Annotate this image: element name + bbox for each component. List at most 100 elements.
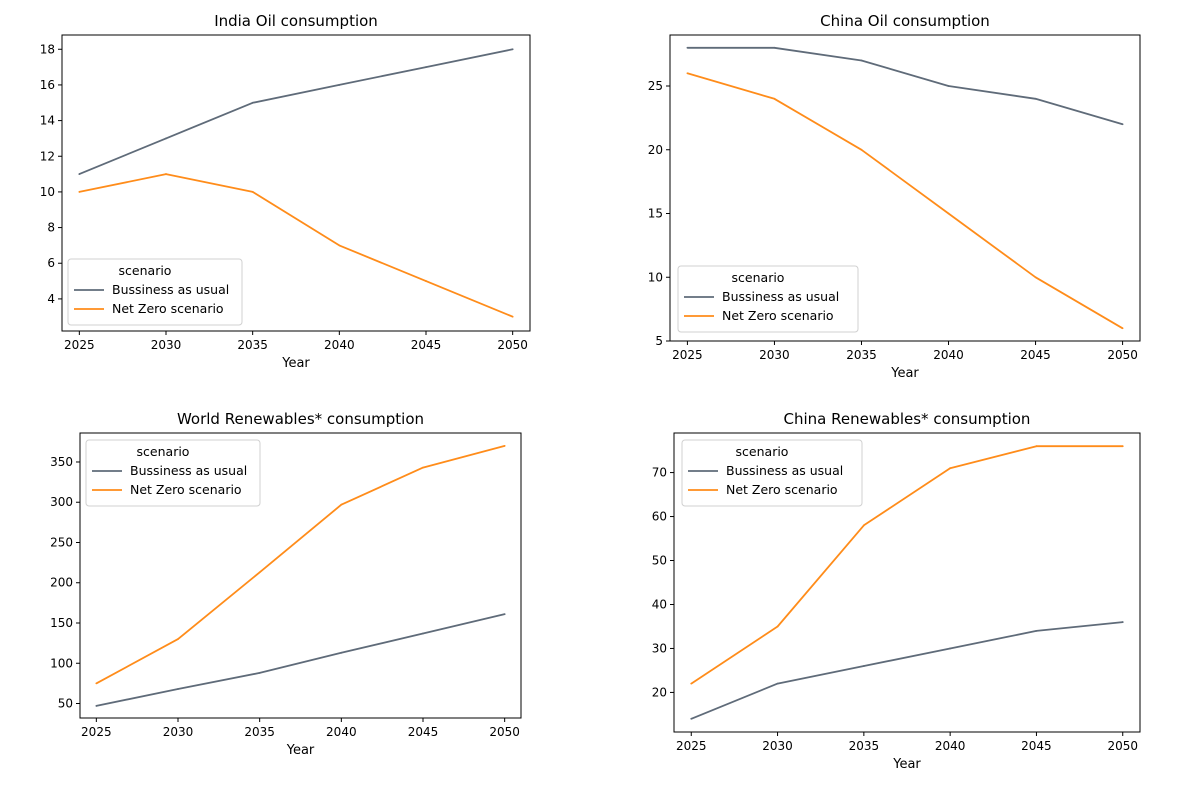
- data-point: [425, 66, 427, 68]
- y-tick-label: 250: [50, 535, 73, 549]
- x-axis-label: Year: [892, 757, 921, 772]
- data-point: [686, 46, 689, 49]
- legend-box: [677, 265, 859, 333]
- legend-title: scenario: [736, 444, 789, 459]
- data-point: [1121, 123, 1124, 126]
- y-tick-label: 50: [58, 697, 73, 711]
- series-line-1: [79, 173, 514, 318]
- data-point: [1034, 97, 1037, 100]
- data-point: [773, 97, 776, 100]
- series-line-1: [687, 72, 1124, 330]
- y-tick-label: 16: [40, 78, 55, 92]
- data-point: [776, 682, 779, 685]
- x-tick-label: 2050: [1107, 739, 1138, 753]
- y-tick-label: 100: [50, 656, 73, 670]
- y-tick-label: 150: [50, 616, 73, 630]
- y-tick-label: 10: [648, 270, 663, 284]
- data-point: [511, 48, 514, 51]
- x-tick-label: 2030: [762, 739, 793, 753]
- y-tick-label: 30: [652, 641, 667, 655]
- series-line-0: [690, 621, 1123, 720]
- data-point: [422, 466, 424, 469]
- y-tick-label: 25: [648, 79, 663, 93]
- plot-frame: [673, 432, 1141, 733]
- data-point: [862, 665, 865, 667]
- x-tick-label: 2045: [1021, 739, 1052, 753]
- y-tick-label: 60: [652, 510, 667, 524]
- legend-entry: Net Zero scenario: [726, 482, 838, 497]
- data-point: [422, 632, 424, 635]
- data-point: [947, 85, 950, 87]
- x-tick-label: 2030: [163, 725, 194, 739]
- y-tick-label: 4: [47, 292, 55, 306]
- plot-frame: [61, 34, 531, 332]
- y-tick-label: 20: [648, 143, 663, 157]
- data-point: [690, 682, 693, 685]
- chart-title: China Renewables* consumption: [784, 410, 1031, 428]
- data-point: [949, 467, 952, 470]
- data-point: [78, 173, 81, 175]
- x-tick-label: 2040: [935, 739, 966, 753]
- data-point: [177, 638, 179, 641]
- y-tick-label: 5: [655, 334, 663, 348]
- chart-title: China Oil consumption: [820, 12, 990, 30]
- legend-box: [67, 258, 243, 326]
- legend-title: scenario: [137, 444, 190, 459]
- data-point: [1034, 276, 1037, 279]
- chart-title: India Oil consumption: [214, 12, 378, 30]
- plot-frame: [79, 432, 522, 719]
- series-line-1: [690, 445, 1123, 685]
- plot-frame: [669, 34, 1141, 342]
- x-tick-label: 2050: [1107, 348, 1138, 362]
- data-point: [690, 717, 693, 720]
- y-tick-label: 14: [40, 114, 55, 128]
- data-point: [1035, 629, 1038, 632]
- x-tick-label: 2040: [933, 348, 964, 362]
- x-tick-label: 2050: [489, 725, 520, 739]
- data-point: [1121, 621, 1124, 623]
- data-point: [1035, 445, 1038, 448]
- data-point: [947, 212, 950, 215]
- data-point: [251, 101, 254, 104]
- data-point: [340, 651, 343, 654]
- x-tick-label: 2035: [849, 739, 880, 753]
- data-point: [1121, 445, 1124, 448]
- data-point: [503, 613, 506, 616]
- data-point: [773, 46, 776, 49]
- x-tick-label: 2025: [81, 725, 112, 739]
- data-point: [258, 571, 261, 574]
- legend-entry: Bussiness as usual: [130, 463, 247, 478]
- data-point: [165, 173, 167, 175]
- y-tick-label: 200: [50, 576, 73, 590]
- legend-entry: Bussiness as usual: [722, 289, 839, 304]
- x-tick-label: 2025: [676, 739, 707, 753]
- x-tick-label: 2045: [411, 338, 442, 352]
- x-axis-label: Year: [890, 366, 919, 381]
- legend-title: scenario: [732, 270, 785, 285]
- chart-title: World Renewables* consumption: [177, 410, 424, 428]
- legend-title: scenario: [119, 263, 172, 278]
- data-point: [425, 280, 427, 282]
- y-tick-label: 350: [50, 455, 73, 469]
- data-point: [1121, 327, 1124, 330]
- legend-entry: Net Zero scenario: [722, 308, 834, 323]
- data-point: [503, 444, 506, 447]
- series-line-1: [95, 445, 505, 685]
- data-point: [862, 524, 865, 527]
- legend-entry: Bussiness as usual: [726, 463, 843, 478]
- data-point: [511, 315, 514, 318]
- x-tick-label: 2025: [64, 338, 95, 352]
- x-tick-label: 2030: [151, 338, 182, 352]
- y-tick-label: 8: [47, 221, 55, 235]
- x-tick-label: 2045: [1020, 348, 1051, 362]
- x-tick-label: 2050: [497, 338, 528, 352]
- data-point: [949, 647, 952, 650]
- y-tick-label: 300: [50, 495, 73, 509]
- y-tick-label: 15: [648, 207, 663, 221]
- data-point: [258, 672, 261, 674]
